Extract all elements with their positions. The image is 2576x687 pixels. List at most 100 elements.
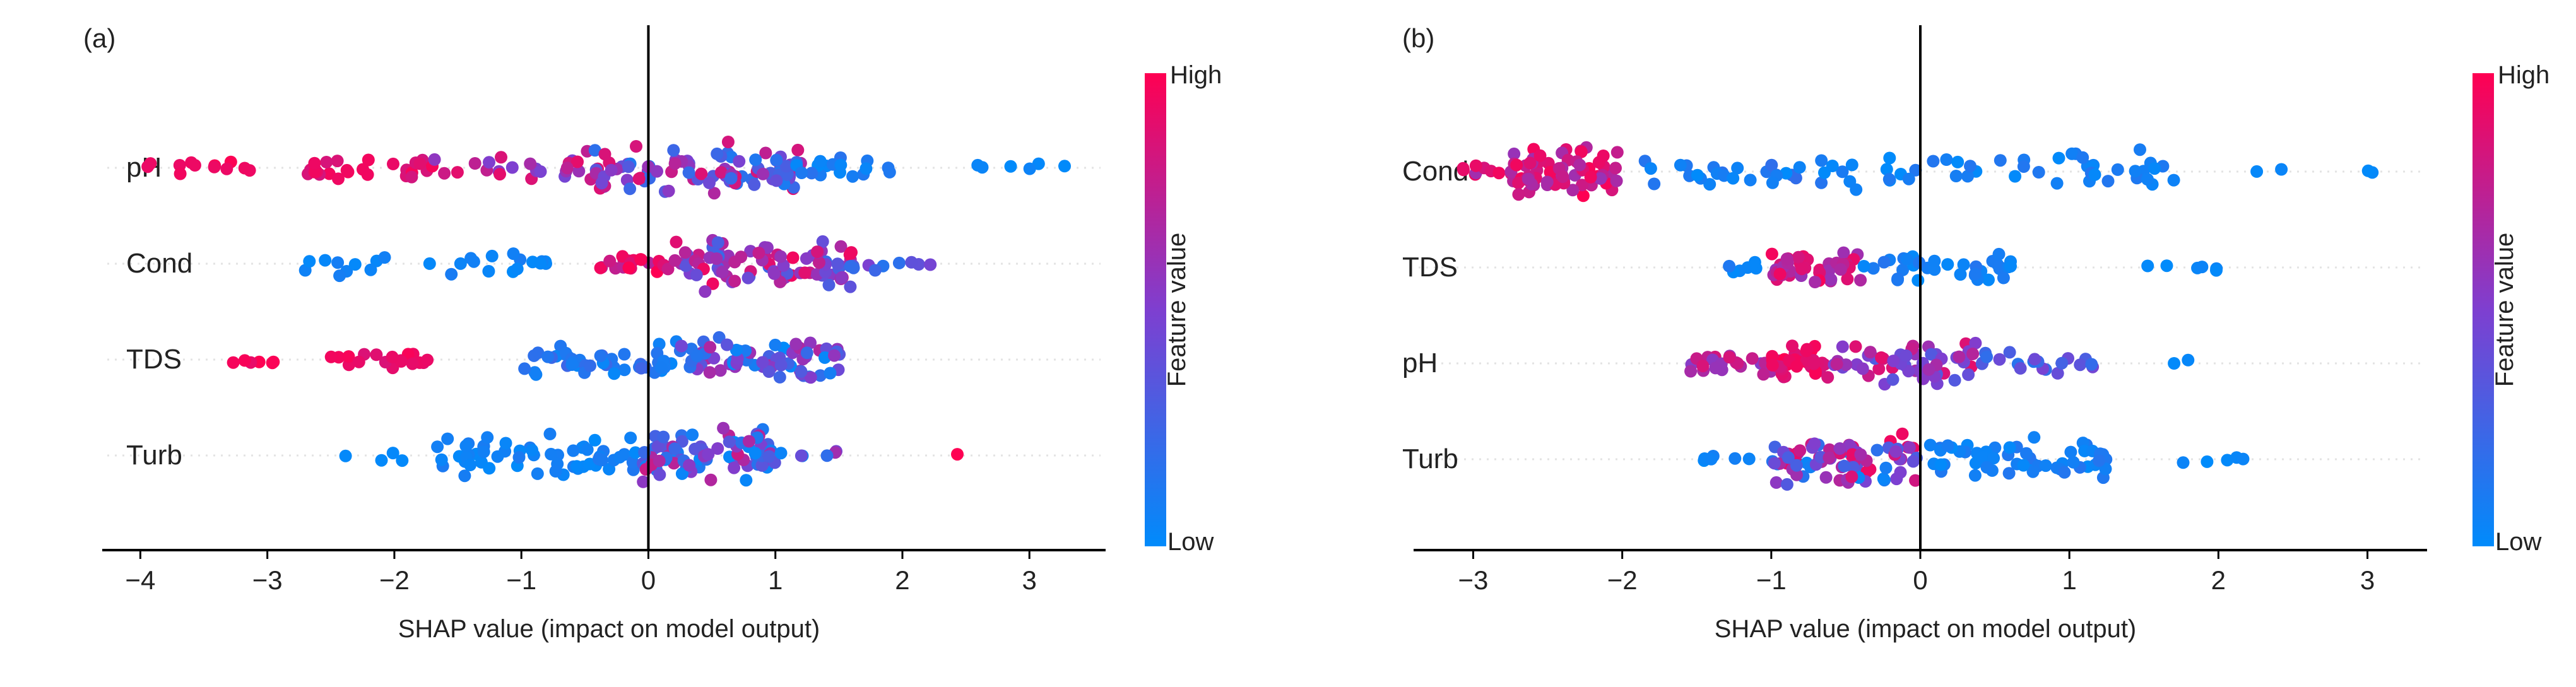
shap-point-ph: [483, 156, 495, 169]
shap-point-tds: [675, 339, 688, 353]
shap-point-tds: [541, 350, 555, 363]
shap-point-ph: [1766, 358, 1779, 372]
shap-point-cond: [711, 236, 724, 249]
shap-point-cond: [445, 267, 458, 281]
shap-point-cond: [836, 271, 848, 284]
shap-point-tds: [1854, 274, 1867, 287]
shap-point-cond: [1512, 177, 1525, 190]
shap-point-ph: [748, 178, 761, 191]
shap-point-ph: [2051, 367, 2064, 380]
shap-point-cond: [892, 256, 906, 269]
shap-point-tds: [1723, 259, 1736, 273]
shap-point-ph: [405, 170, 418, 184]
shap-point-tds: [618, 363, 631, 377]
shap-point-ph: [883, 165, 896, 179]
colorbar-title: Feature value: [2491, 233, 2519, 387]
shap-point-cond: [1949, 170, 1963, 182]
shap-point-cond: [2134, 143, 2146, 156]
shap-point-cond: [679, 259, 692, 273]
shap-point-turb: [431, 440, 444, 454]
shap-point-cond: [534, 257, 547, 270]
shap-point-tds: [1957, 258, 1970, 271]
x-axis-ticks: −3 −2 −1 0 1 2 3: [1458, 550, 2375, 595]
shap-point-ph: [208, 160, 221, 173]
shap-point-cond: [1882, 173, 1896, 186]
shap-point-tds: [1837, 246, 1850, 259]
shap-point-cond: [1727, 172, 1740, 185]
shap-point-cond: [1556, 170, 1569, 184]
shap-point-cond: [1566, 184, 1580, 197]
shap-point-cond: [1540, 175, 1554, 189]
shap-point-cond: [1845, 158, 1858, 172]
shap-point-tds: [1792, 250, 1805, 264]
shap-point-ph: [695, 167, 708, 180]
shap-point-cond: [634, 253, 647, 266]
shap-point-cond: [364, 263, 377, 276]
shap-point-ph: [779, 160, 793, 173]
shap-point-ph: [759, 146, 772, 160]
shap-point-cond: [1850, 183, 1863, 196]
shap-point-cond: [786, 251, 800, 264]
shap-point-turb: [1987, 452, 2000, 465]
shap-point-turb: [651, 440, 665, 453]
x-tick-label: 3: [2360, 565, 2375, 595]
shap-point-tds: [1992, 260, 2006, 273]
shap-point-ph: [605, 163, 618, 177]
shap-point-cond: [2076, 151, 2089, 164]
x-tick-label: −3: [252, 565, 283, 595]
shap-point-cond: [661, 262, 675, 276]
shap-point-cond: [844, 260, 857, 273]
shap-point-turb: [435, 453, 448, 466]
shap-point-ph: [468, 157, 482, 170]
shap-point-ph: [413, 157, 427, 170]
shap-point-tds: [1824, 273, 1838, 286]
shap-point-tds: [789, 338, 803, 351]
shap-point-turb: [1894, 466, 1907, 479]
shap-point-tds: [1877, 255, 1891, 269]
shap-point-cond: [831, 257, 844, 271]
shap-point-cond: [822, 278, 836, 291]
shap-point-cond: [454, 257, 467, 270]
shap-point-tds: [1765, 247, 1778, 261]
shap-point-turb: [1770, 476, 1783, 489]
shap-point-cond: [482, 265, 495, 278]
shap-point-turb: [512, 451, 526, 464]
shap-point-tds: [824, 367, 837, 380]
shap-point-tds: [342, 350, 355, 363]
shap-point-turb: [549, 465, 562, 478]
shap-point-cond: [1576, 179, 1588, 192]
shap-point-tds: [2160, 259, 2173, 273]
shap-point-tds: [370, 348, 383, 361]
shap-point-ph: [1864, 346, 1877, 359]
shap-point-cond: [678, 246, 692, 259]
shap-point-turb: [2003, 441, 2016, 454]
shap-point-turb: [951, 448, 964, 461]
feature-labels: pHCondTDSTurb: [126, 152, 192, 471]
shap-point-ph: [1684, 365, 1698, 378]
shap-point-cond: [1512, 188, 1525, 201]
shap-point-ph: [1872, 362, 1886, 375]
shap-point-ph: [387, 157, 399, 170]
shap-point-cond: [1674, 158, 1687, 172]
shap-point-tds: [773, 370, 786, 384]
shap-point-ph: [1023, 162, 1036, 175]
shap-point-ph: [2168, 357, 2181, 370]
shap-point-cond: [1766, 176, 1779, 189]
shap-point-cond: [423, 257, 436, 270]
shap-point-turb: [386, 447, 399, 460]
shap-point-tds: [1780, 252, 1793, 266]
shap-point-tds: [635, 361, 648, 375]
shap-point-ph: [1696, 360, 1710, 373]
shap-point-turb: [2039, 459, 2052, 473]
shap-point-turb: [728, 461, 741, 474]
shap-point-cond: [2167, 173, 2180, 187]
shap-point-cond: [845, 246, 858, 259]
shap-point-tds: [1834, 263, 1847, 276]
shap-point-ph: [682, 166, 695, 179]
shap-point-ph: [141, 160, 155, 173]
shap-point-cond: [1521, 172, 1535, 185]
feature-label-ph: pH: [1402, 348, 1438, 379]
shap-point-ph: [438, 167, 451, 180]
shap-point-tds: [704, 341, 717, 354]
